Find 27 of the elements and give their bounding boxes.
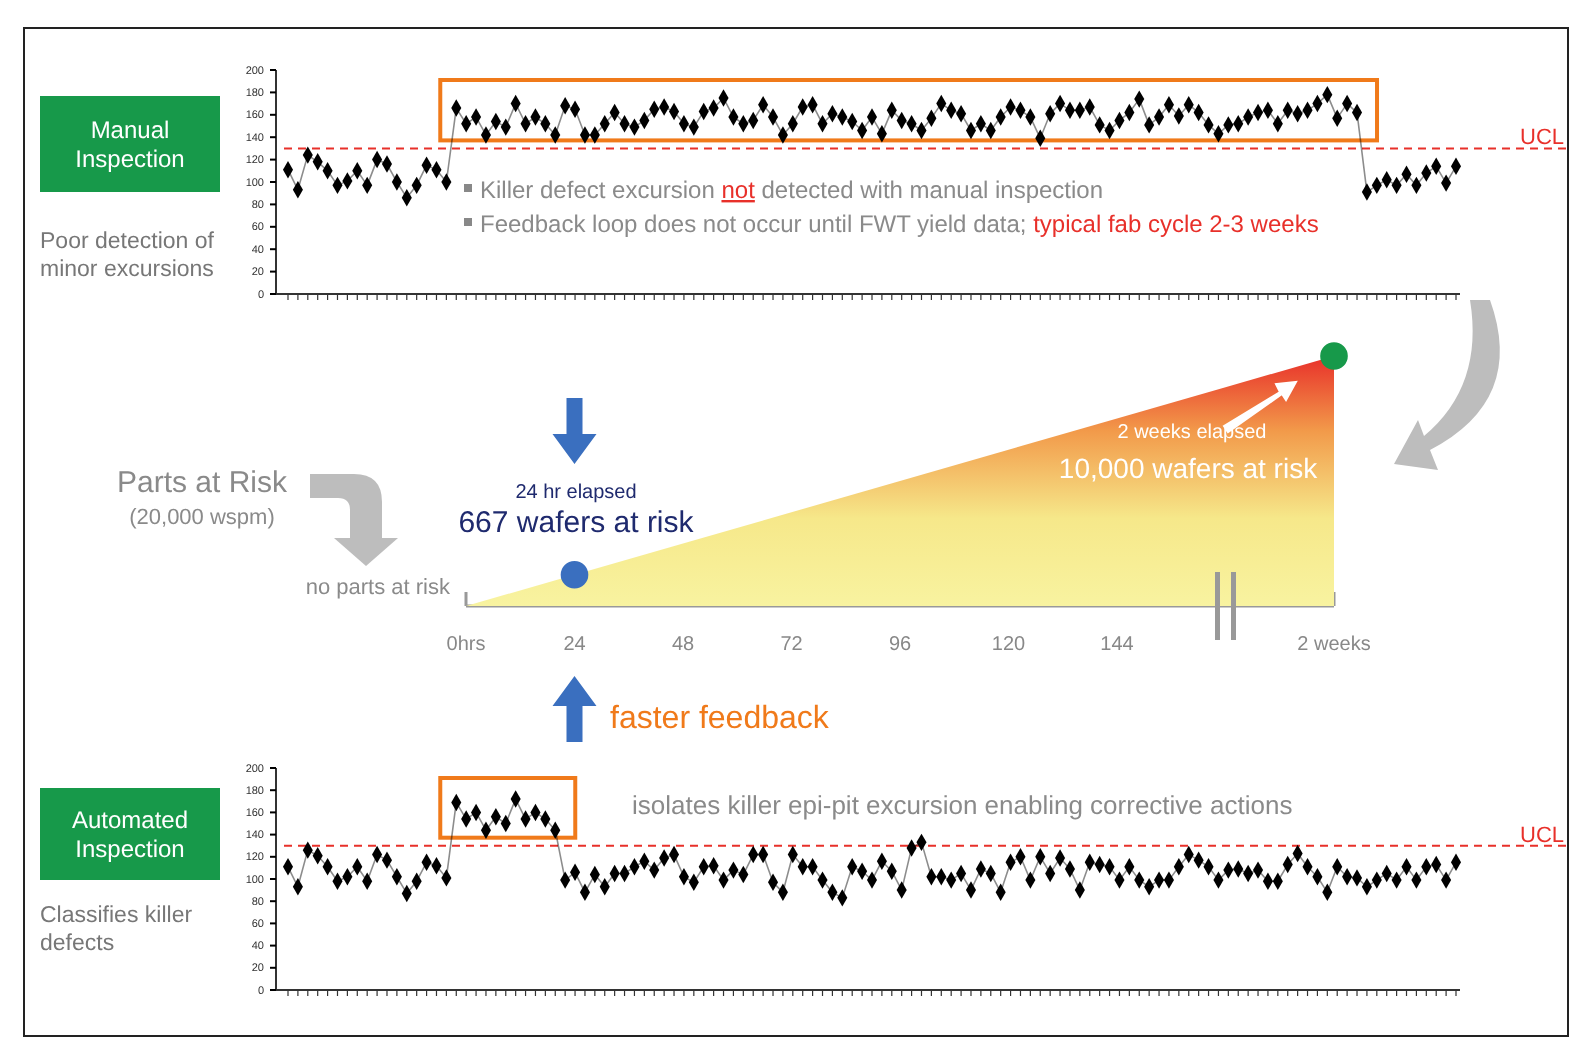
annotation: 10,000 wafers at risk — [1058, 452, 1320, 484]
annotation: Killer defect excursion — [480, 176, 722, 204]
annotation: Feedback loop does not occur until FWT yield data; — [480, 210, 1034, 238]
x-tick-label: 0hrs — [446, 634, 486, 657]
x-tick-label: 72 — [780, 634, 804, 657]
x-tick-label: 96 — [888, 634, 912, 657]
ref-line-label: UCL — [1520, 823, 1565, 848]
x-tick-label: 24 — [563, 634, 587, 657]
x-tick-label: 48 — [671, 634, 695, 657]
text: Poor detection of minor excursions — [40, 230, 216, 282]
x-tick-label: 120 — [991, 634, 1027, 657]
annotation: isolates killer epi-pit excursion enabling corrective actions — [632, 790, 1294, 820]
annotation: 24 hr elapsed — [515, 482, 637, 504]
annotation: not — [721, 176, 757, 204]
x-tick-label: 144 — [1100, 634, 1135, 657]
text: no parts at risk — [305, 576, 451, 600]
text: Classifies killer defects — [40, 904, 193, 956]
annotation: typical fab cycle 2-3 weeks — [1033, 210, 1319, 238]
ref-line-label: UCL — [1520, 126, 1565, 151]
text: Manual Inspection — [75, 116, 185, 173]
text: (20,000 wspm) — [129, 506, 275, 530]
text: Parts at Risk — [116, 466, 289, 500]
annotation: 667 wafers at risk — [458, 506, 695, 540]
text: Automated Inspection — [71, 806, 189, 863]
x-tick-label: 2 weeks — [1297, 634, 1371, 657]
annotation: detected with manual inspection — [754, 176, 1104, 204]
text: faster feedback — [610, 702, 831, 736]
